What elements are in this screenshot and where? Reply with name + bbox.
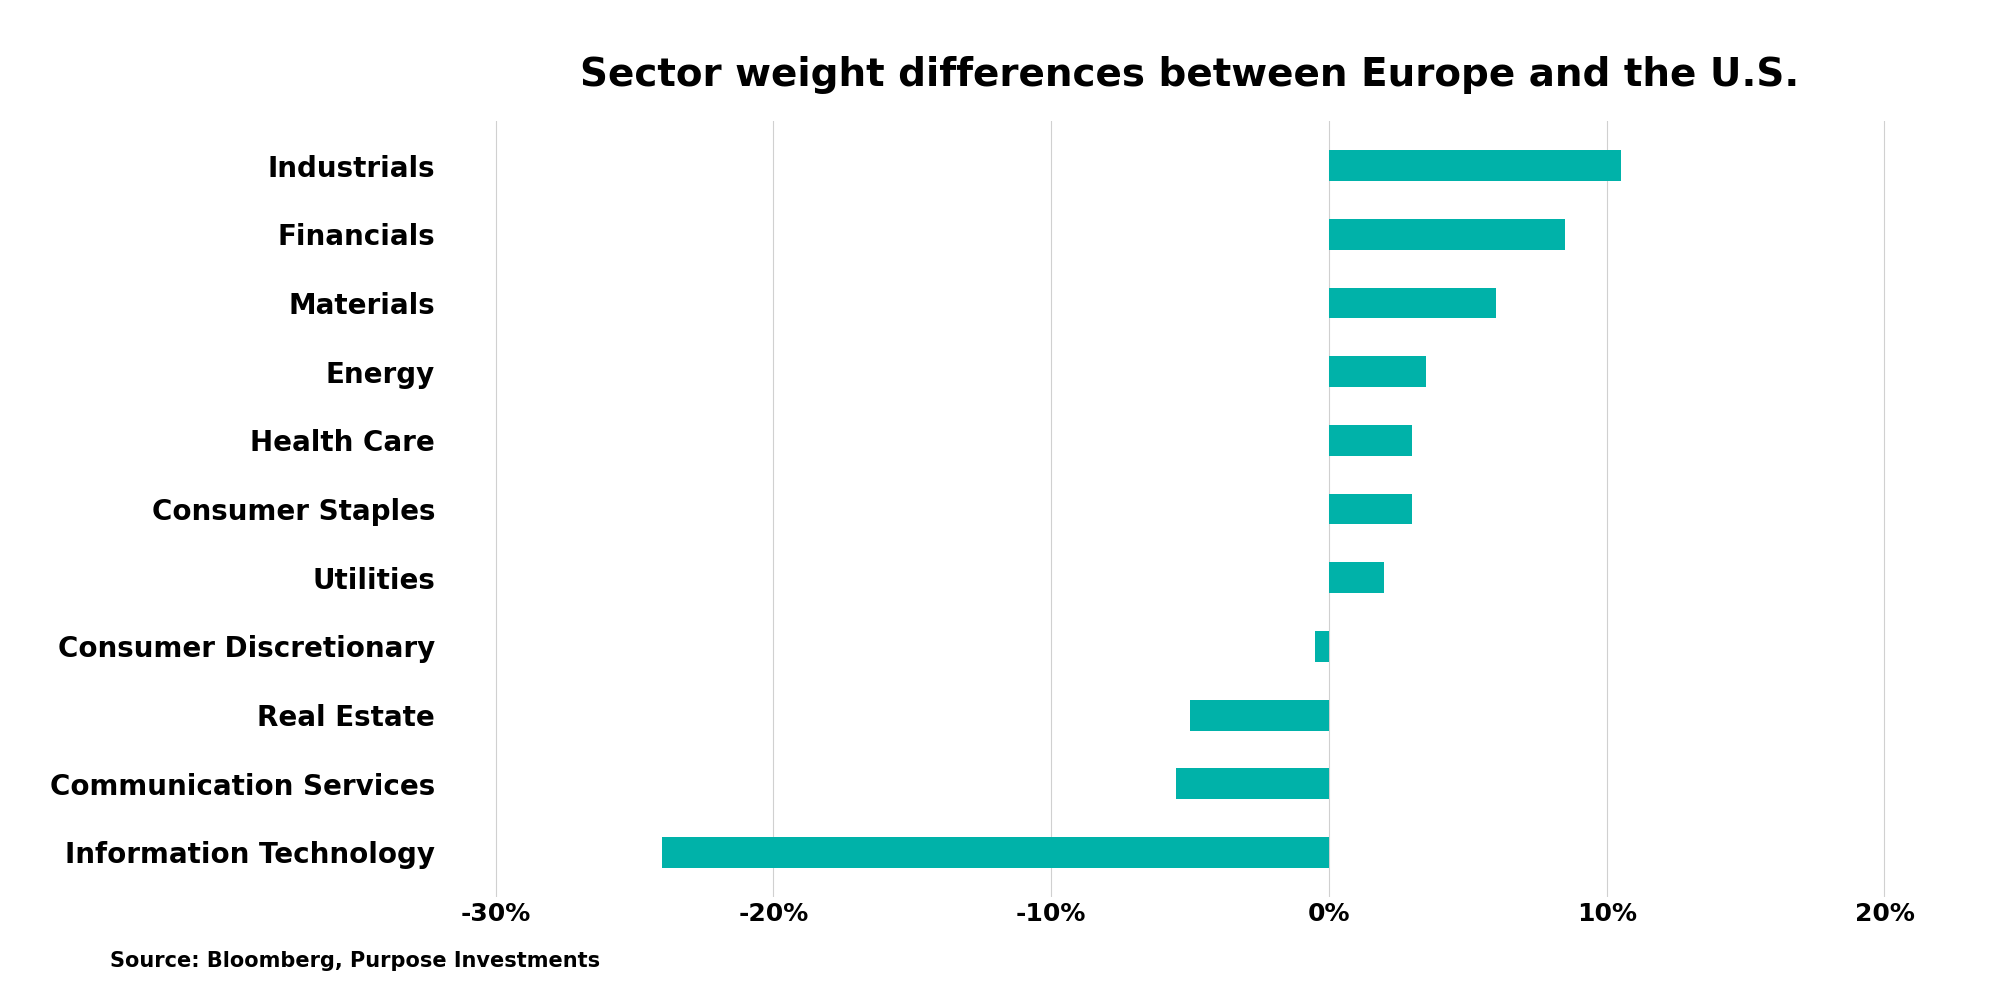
Bar: [1328, 219, 1564, 250]
Title: Sector weight differences between Europe and the U.S.: Sector weight differences between Europe…: [580, 56, 1800, 94]
Bar: [1328, 425, 1412, 456]
Bar: [1328, 562, 1384, 593]
Bar: [1190, 700, 1328, 731]
Bar: [1314, 631, 1328, 662]
Bar: [662, 837, 1328, 868]
Bar: [1176, 768, 1328, 799]
Bar: [1328, 356, 1426, 387]
Bar: [1328, 287, 1496, 319]
Bar: [1328, 494, 1412, 524]
Bar: [1328, 150, 1620, 181]
Text: Source: Bloomberg, Purpose Investments: Source: Bloomberg, Purpose Investments: [110, 951, 600, 971]
